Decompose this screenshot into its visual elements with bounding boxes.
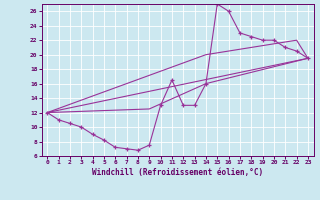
X-axis label: Windchill (Refroidissement éolien,°C): Windchill (Refroidissement éolien,°C) [92,168,263,177]
